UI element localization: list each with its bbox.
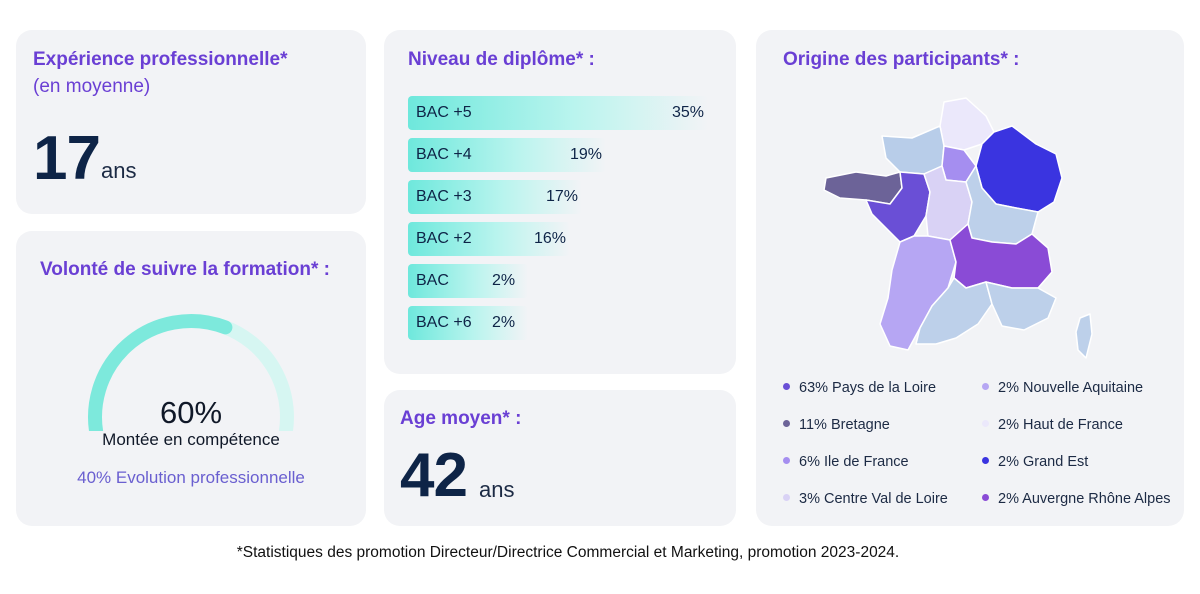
- willingness-title: Volonté de suivre la formation* :: [40, 259, 330, 280]
- diploma-label: BAC +6: [416, 314, 472, 331]
- origin-title: Origine des participants* :: [783, 49, 1020, 70]
- legend-dot: [783, 456, 790, 464]
- diploma-label: BAC: [416, 272, 449, 289]
- diploma-row: BAC +4 19%: [408, 138, 606, 172]
- age-card: Age moyen* : 42 ans: [384, 390, 736, 526]
- origin-card: Origine des participants* :: [756, 30, 1184, 526]
- gauge-chart: [88, 314, 294, 431]
- legend-label: 2% Grand Est: [998, 454, 1089, 470]
- legend-item-ile-de-france: 6% Ile de France: [783, 454, 909, 470]
- diploma-row: BAC 2%: [408, 264, 528, 298]
- gauge-remainder-arc: [215, 319, 294, 431]
- diploma-value: 2%: [492, 272, 516, 289]
- france-map: [823, 97, 1093, 359]
- legend-label: 6% Ile de France: [799, 454, 909, 470]
- region-paca: [985, 281, 1057, 331]
- diploma-bar: [408, 138, 606, 172]
- footnote: *Statistiques des promotion Directeur/Di…: [236, 544, 900, 561]
- legend-label: 2% Haut de France: [998, 417, 1123, 433]
- region-bretagne: [823, 171, 903, 205]
- legend-item-grand-est: 2% Grand Est: [982, 454, 1088, 470]
- diploma-label: BAC +2: [416, 230, 472, 247]
- experience-unit: ans: [101, 158, 137, 183]
- diploma-bar: [408, 264, 528, 298]
- experience-subtitle: (en moyenne): [33, 76, 151, 97]
- experience-card: Expérience professionnelle* (en moyenne)…: [16, 30, 366, 214]
- legend-item-nouvelle-aquitaine: 2% Nouvelle Aquitaine: [982, 380, 1143, 396]
- legend-dot: [982, 382, 989, 390]
- legend-item-bretagne: 11% Bretagne: [783, 417, 890, 433]
- diploma-title: Niveau de diplôme* :: [408, 49, 595, 70]
- age-title: Age moyen* :: [400, 408, 522, 429]
- willingness-card: Volonté de suivre la formation* : 60% Mo…: [16, 231, 366, 526]
- diploma-value: 17%: [546, 188, 579, 205]
- diploma-value: 16%: [534, 230, 567, 247]
- experience-title: Expérience professionnelle*: [33, 49, 288, 70]
- legend-label: 2% Nouvelle Aquitaine: [998, 380, 1144, 396]
- legend-label: 63% Pays de la Loire: [799, 380, 937, 396]
- diploma-label: BAC +4: [416, 146, 472, 163]
- age-unit: ans: [479, 477, 515, 502]
- diploma-value: 35%: [672, 104, 705, 121]
- legend-dot: [982, 493, 989, 501]
- legend-item-auvergne-rhone-alpes: 2% Auvergne Rhône Alpes: [982, 491, 1171, 507]
- legend-item-haut-de-france: 2% Haut de France: [982, 417, 1123, 433]
- legend-dot: [783, 382, 790, 390]
- diploma-value: 2%: [492, 314, 516, 331]
- legend-dot: [783, 493, 790, 501]
- legend-dot: [783, 419, 790, 427]
- gauge-secondary-label: 40% Evolution professionnelle: [77, 468, 305, 487]
- legend-label: 3% Centre Val de Loire: [799, 491, 948, 507]
- legend-item-centre-val-de-loire: 3% Centre Val de Loire: [783, 491, 948, 507]
- diploma-row: BAC +6 2%: [408, 306, 528, 340]
- diploma-row: BAC +3 17%: [408, 180, 582, 214]
- diploma-bar: [408, 222, 570, 256]
- diploma-bar: [408, 306, 528, 340]
- legend-dot: [982, 419, 989, 427]
- experience-value: 17: [33, 124, 101, 193]
- diploma-value: 19%: [570, 146, 603, 163]
- gauge-primary-arc: [88, 314, 233, 431]
- diploma-label: BAC +5: [416, 104, 472, 121]
- diploma-row: BAC +5 35%: [408, 96, 708, 130]
- diploma-label: BAC +3: [416, 188, 472, 205]
- age-value: 42: [400, 441, 468, 510]
- region-corse: [1075, 313, 1093, 359]
- gauge-percentage: 60%: [159, 395, 223, 430]
- diploma-bar: [408, 180, 582, 214]
- diploma-card: Niveau de diplôme* : BAC +5 35% BAC +4 1…: [384, 30, 736, 374]
- gauge-primary-label: Montée en compétence: [102, 430, 280, 449]
- legend-item-pays-de-la-loire: 63% Pays de la Loire: [783, 380, 936, 396]
- legend-label: 11% Bretagne: [799, 417, 890, 433]
- legend-label: 2% Auvergne Rhône Alpes: [998, 491, 1171, 507]
- diploma-bar: [408, 96, 708, 130]
- region-normandie: [881, 125, 945, 175]
- legend-dot: [982, 456, 989, 464]
- diploma-row: BAC +2 16%: [408, 222, 570, 256]
